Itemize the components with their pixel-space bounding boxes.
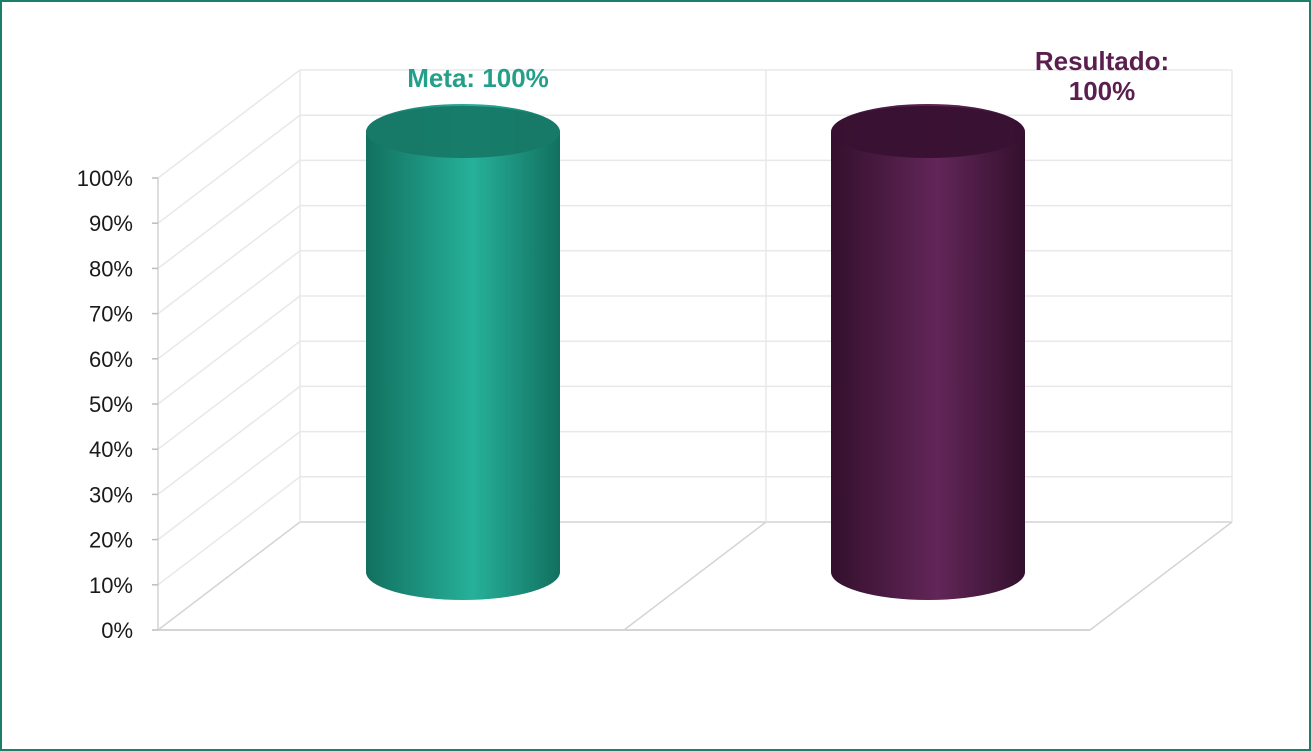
bar-meta — [366, 104, 560, 600]
side-wall-gridline — [157, 340, 301, 450]
y-tick-label: 20% — [89, 528, 133, 553]
data-label-resultado: Resultado: — [1035, 46, 1169, 76]
y-axis: 0% 10% 20% 30% 40% 50% 60% 70% 80% 90% 100% — [77, 166, 158, 643]
y-tick-label: 70% — [89, 302, 133, 327]
cylinder-top-shade — [831, 106, 1025, 158]
data-labels: Meta: 100% Resultado:100% — [407, 46, 1169, 106]
floor-divider — [623, 521, 767, 631]
y-tick-label: 90% — [89, 211, 133, 236]
data-label-meta: Meta: 100% — [407, 63, 549, 93]
y-tick-label: 80% — [89, 256, 133, 281]
cylinder-body — [831, 104, 1025, 600]
floor-right-edge — [1089, 521, 1233, 631]
plot-walls — [157, 69, 1233, 631]
side-wall-gridline — [157, 431, 301, 541]
y-tick-label: 0% — [101, 618, 133, 643]
side-wall-gridline — [157, 250, 301, 360]
side-wall-gridline — [157, 69, 301, 179]
side-wall-gridline — [157, 476, 301, 586]
side-wall-gridline — [157, 295, 301, 405]
side-wall-gridline — [157, 159, 301, 269]
y-tick-label: 10% — [89, 573, 133, 598]
y-tick-label: 40% — [89, 437, 133, 462]
data-label-resultado: 100% — [1069, 76, 1136, 106]
y-tick-label: 30% — [89, 482, 133, 507]
cylinder-top-shade — [366, 106, 560, 158]
bar-resultado — [831, 104, 1025, 600]
side-wall-gridline — [157, 521, 301, 631]
cylinder-top — [831, 106, 1025, 158]
y-tick-label: 100% — [77, 166, 133, 191]
bars — [366, 104, 1025, 600]
side-wall-gridline — [157, 114, 301, 224]
y-tick-label: 60% — [89, 347, 133, 372]
side-wall-gridline — [157, 385, 301, 495]
cylinder-top — [366, 106, 560, 158]
cylinder-body — [366, 104, 560, 600]
side-wall-gridline — [157, 205, 301, 315]
y-tick-label: 50% — [89, 392, 133, 417]
